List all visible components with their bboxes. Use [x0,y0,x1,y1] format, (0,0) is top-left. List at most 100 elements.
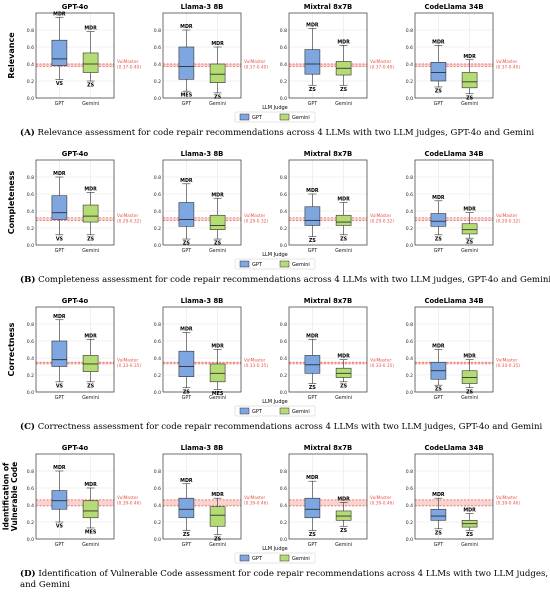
vulmaster-label: VulMaster [244,357,265,363]
x-tick-label: Gemini [82,542,99,548]
subplot-title: GPT-4o [62,150,89,158]
x-tick-label: Gemini [461,542,478,548]
legend-label-gemini: Gemini [292,115,310,121]
bottom-label: ZS [214,536,221,542]
panel-caption: (A) Relevance assessment for code repair… [20,127,534,138]
legend: LLM Judge GPT Gemini [234,105,316,123]
y-tick-label: 0.0 [406,96,413,102]
y-tick-label: 0.2 [406,79,413,85]
y-tick-label: 0.4 [27,209,34,215]
subplot-title: CodeLlama 34B [424,150,483,158]
top-label: MDR [463,54,476,60]
y-tick-label: 0.6 [27,339,34,345]
axes-frame [288,453,368,540]
vulmaster-label: VulMaster [117,213,138,219]
x-tick-label: GPT [55,101,65,107]
vulmaster-band [36,499,114,506]
y-tick-label: 0.4 [280,356,287,362]
axes-frame [35,12,115,99]
legend: LLM Judge GPT Gemini [234,546,316,564]
legend-frame [234,405,316,417]
axes-frame [288,306,368,393]
y-tick-label: 0.0 [154,537,161,543]
top-label: MDR [306,22,319,28]
vulmaster-range: (0.39-0.46) [244,500,268,506]
y-tick-label: 0.6 [280,45,287,51]
bottom-label: ZS [340,236,347,242]
bottom-label: MES [85,529,97,535]
vulmaster-range: (0.33-0.35) [117,363,141,369]
vulmaster-range: (0.33-0.35) [370,363,394,369]
bottom-label: VS [56,383,64,389]
y-tick-label: 0.4 [406,356,413,362]
box-body [304,49,321,75]
caption-text: Identification of Vulnerable Code assess… [36,569,550,579]
top-label: MDR [337,39,350,45]
top-label: MDR [53,11,66,17]
bottom-label: ZS [214,241,221,247]
box-body [178,350,195,378]
x-tick-label: Gemini [335,395,352,401]
box-body [209,214,226,230]
panel-C: Correctness0.00.20.40.60.8VulMaster(0.33… [7,297,542,432]
axes-frame [162,159,242,246]
vulmaster-band [36,217,114,221]
bottom-label: ZS [340,528,347,534]
y-axis-label: Correctness [7,322,16,376]
x-tick-label: Gemini [335,101,352,107]
y-tick-label: 0.8 [154,28,161,34]
y-tick-label: 0.0 [154,96,161,102]
panel-caption: (C) Correctness assessment for code repa… [20,421,542,432]
y-tick-label: 0.0 [280,537,287,543]
x-tick-label: Gemini [335,542,352,548]
vulmaster-label: VulMaster [496,357,517,363]
vulmaster-label: VulMaster [244,59,265,65]
box-body [51,490,68,510]
y-tick-label: 0.6 [27,192,34,198]
top-label: MDR [306,475,319,481]
y-tick-label: 0.0 [280,243,287,249]
y-tick-label: 0.6 [406,192,413,198]
top-label: MDR [84,482,97,488]
bottom-label: ZS [466,240,473,246]
y-tick-label: 0.6 [154,192,161,198]
x-tick-label: Gemini [209,542,226,548]
subplot-4-3: 0.0 0.2 0.4 0.6 0.8 VulMaster(0.39-0.46) Mixtr… [280,444,395,548]
bottom-label: ZS [87,83,94,89]
legend-swatch-gemini [279,554,290,562]
vulmaster-band [415,499,493,506]
x-tick-label: GPT [434,395,444,401]
vulmaster-band [163,64,241,67]
x-tick-label: GPT [434,248,444,254]
y-tick-label: 0.8 [280,28,287,34]
box-body [82,204,99,223]
vulmaster-label: VulMaster [370,59,391,65]
x-tick-label: GPT [55,248,65,254]
bottom-label: ZS [87,236,94,242]
x-tick-label: GPT [308,248,318,254]
box-gpt: MDR VS GPT [51,465,68,548]
vulmaster-band [289,362,367,364]
box-body [461,72,478,89]
legend-swatch-gpt [239,260,250,268]
box-body [178,46,195,80]
caption-letter: (D) [20,568,36,579]
box-body [461,370,478,384]
bottom-label: ZS [435,236,442,242]
bottom-label: ZS [87,383,94,389]
y-tick-label: 0.8 [406,469,413,475]
legend-swatch-gpt [239,113,250,121]
legend-label-gemini: Gemini [292,409,310,415]
y-tick-label: 0.4 [154,62,161,68]
top-label: MDR [180,327,193,333]
vulmaster-range: (0.33-0.35) [496,363,520,369]
subplot-1-4: 0.0 0.2 0.4 0.6 0.8 VulMaster(0.37-0.40) CodeL… [406,3,521,107]
panel-caption: (B) Completeness assessment for code rep… [20,274,550,285]
y-tick-label: 0.2 [406,226,413,232]
bottom-label: MES [212,391,224,397]
top-label: MDR [180,24,193,30]
